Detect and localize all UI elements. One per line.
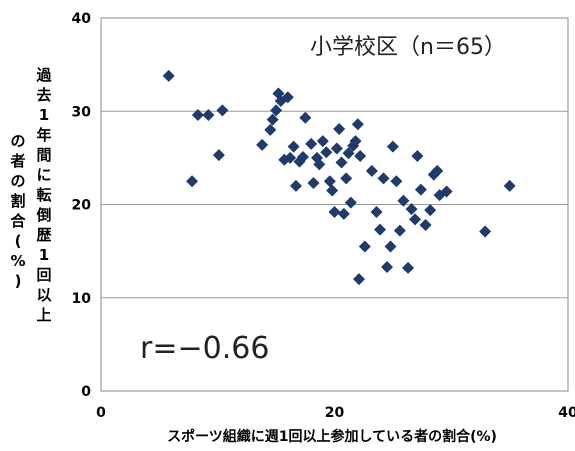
- data-point: [384, 240, 397, 253]
- data-point: [326, 184, 339, 197]
- data-point: [351, 118, 364, 131]
- data-point: [397, 194, 410, 207]
- data-point: [216, 104, 229, 117]
- data-point: [186, 175, 199, 188]
- x-tick-label: 40: [558, 405, 575, 421]
- data-point: [299, 111, 312, 124]
- data-point: [337, 207, 350, 220]
- y-tick-label: 30: [72, 104, 92, 120]
- correlation-annotation: r=−0.66: [140, 331, 269, 366]
- y-tick-label: 10: [72, 291, 92, 307]
- data-point: [270, 104, 283, 117]
- data-point: [424, 204, 437, 217]
- x-axis-label: スポーツ組織に週1回以上参加している者の割合(%): [167, 428, 497, 445]
- data-point: [320, 146, 333, 159]
- y-tick-labels: 0 10 20 30 40: [72, 11, 92, 400]
- data-point: [316, 135, 329, 148]
- data-point: [264, 123, 277, 136]
- data-point: [266, 113, 279, 126]
- data-point: [431, 164, 444, 177]
- data-point: [381, 260, 394, 273]
- data-point: [323, 175, 336, 188]
- data-point: [390, 175, 403, 188]
- data-point: [440, 185, 453, 198]
- data-point: [307, 177, 320, 190]
- data-point: [479, 225, 492, 238]
- data-point: [377, 172, 390, 185]
- data-point: [344, 196, 357, 209]
- data-point: [256, 138, 269, 151]
- data-point: [374, 223, 387, 236]
- group-annotation: 小学校区（n＝65）: [310, 35, 506, 60]
- x-tick-label: 0: [96, 405, 106, 421]
- data-point: [419, 219, 432, 232]
- data-point: [335, 156, 348, 169]
- y-tick-label: 0: [81, 384, 91, 400]
- data-point: [386, 140, 399, 153]
- data-point: [313, 158, 326, 171]
- data-point: [330, 142, 343, 155]
- y-axis-label-col-2: の者の割合(%): [9, 132, 26, 290]
- data-point: [411, 150, 424, 163]
- data-point: [202, 108, 215, 121]
- data-point: [287, 140, 300, 153]
- data-points: [162, 69, 516, 286]
- gridlines: [101, 110, 568, 299]
- y-tick-label: 40: [72, 11, 92, 27]
- data-point: [402, 261, 415, 274]
- data-point: [370, 205, 383, 218]
- data-point: [349, 135, 362, 148]
- data-point: [354, 150, 367, 163]
- data-point: [393, 224, 406, 237]
- data-point: [365, 164, 378, 177]
- data-point: [353, 273, 366, 286]
- data-point: [296, 150, 309, 163]
- x-tick-label: 20: [325, 405, 345, 421]
- data-point: [281, 91, 294, 104]
- data-point: [305, 137, 318, 150]
- data-point: [212, 149, 225, 162]
- data-point: [358, 240, 371, 253]
- data-point: [333, 122, 346, 135]
- data-point: [414, 183, 427, 196]
- y-axis-label-col-1: 過去 1 年間に転倒歴 1 回以上: [35, 66, 52, 324]
- data-point: [342, 147, 355, 160]
- data-point: [405, 203, 418, 216]
- data-point: [191, 108, 204, 121]
- data-point: [289, 179, 302, 192]
- x-tick-labels: 0 20 40: [96, 405, 575, 421]
- data-point: [503, 179, 516, 192]
- data-point: [162, 69, 175, 82]
- y-tick-label: 20: [72, 198, 92, 214]
- data-point: [284, 151, 297, 164]
- data-point: [340, 172, 353, 185]
- data-point: [328, 205, 341, 218]
- data-point: [409, 213, 422, 226]
